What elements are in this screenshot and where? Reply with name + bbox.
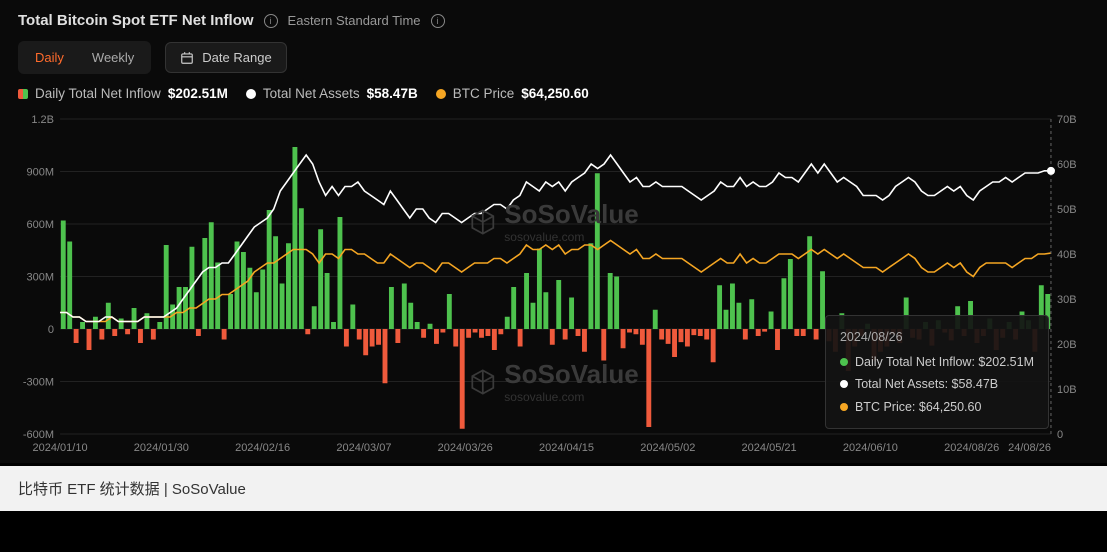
svg-text:2024/01/10: 2024/01/10 (32, 442, 87, 454)
dot-icon (840, 358, 848, 366)
svg-text:0: 0 (48, 324, 54, 336)
legend-inflow: Daily Total Net Inflow $202.51M (18, 86, 228, 101)
btc-marker (436, 89, 446, 99)
chart-tooltip: 2024/08/26 Daily Total Net Inflow: $202.… (825, 315, 1049, 429)
controls-row: Daily Weekly Date Range (18, 41, 1089, 74)
svg-text:-600M: -600M (23, 429, 54, 441)
svg-text:300M: 300M (26, 272, 54, 284)
tab-weekly[interactable]: Weekly (78, 44, 148, 71)
svg-text:60B: 60B (1057, 159, 1077, 171)
svg-text:70B: 70B (1057, 114, 1077, 126)
svg-text:50B: 50B (1057, 204, 1077, 216)
svg-text:2024/05/02: 2024/05/02 (640, 442, 695, 454)
legend-btc-label: BTC Price (453, 86, 515, 101)
svg-text:1.2B: 1.2B (31, 114, 54, 126)
tooltip-row-assets: Total Net Assets: $58.47B (840, 373, 1034, 396)
svg-text:10B: 10B (1057, 384, 1077, 396)
page-caption: 比特币 ETF 统计数据 | SoSoValue (0, 463, 1107, 511)
timezone-label: Eastern Standard Time (288, 13, 421, 28)
chart-title: Total Bitcoin Spot ETF Net Inflow (18, 12, 254, 29)
svg-text:600M: 600M (26, 219, 54, 231)
tooltip-date: 2024/08/26 (840, 326, 1034, 349)
svg-text:-300M: -300M (23, 377, 54, 389)
legend-assets-label: Total Net Assets (263, 86, 360, 101)
tooltip-row-btc: BTC Price: $64,250.60 (840, 396, 1034, 419)
legend-inflow-label: Daily Total Net Inflow (35, 86, 161, 101)
svg-text:20B: 20B (1057, 339, 1077, 351)
legend-row: Daily Total Net Inflow $202.51M Total Ne… (18, 86, 1089, 101)
chart-panel: Total Bitcoin Spot ETF Net Inflow i East… (0, 0, 1107, 463)
svg-text:2024/01/30: 2024/01/30 (134, 442, 189, 454)
svg-text:2024/08/26: 2024/08/26 (944, 442, 999, 454)
svg-text:0: 0 (1057, 429, 1063, 441)
svg-text:900M: 900M (26, 167, 54, 179)
period-tabs: Daily Weekly (18, 41, 151, 74)
calendar-icon (180, 51, 194, 65)
svg-text:30B: 30B (1057, 294, 1077, 306)
svg-text:2024/03/26: 2024/03/26 (438, 442, 493, 454)
legend-btc: BTC Price $64,250.60 (436, 86, 589, 101)
svg-text:24/08/26: 24/08/26 (1008, 442, 1051, 454)
svg-text:2024/03/07: 2024/03/07 (336, 442, 391, 454)
legend-inflow-value: $202.51M (168, 86, 228, 101)
svg-text:40B: 40B (1057, 249, 1077, 261)
title-row: Total Bitcoin Spot ETF Net Inflow i East… (18, 12, 1089, 29)
dot-icon (840, 380, 848, 388)
svg-text:2024/04/15: 2024/04/15 (539, 442, 594, 454)
svg-text:2024/05/21: 2024/05/21 (742, 442, 797, 454)
date-range-label: Date Range (202, 50, 271, 65)
tooltip-row-inflow: Daily Total Net Inflow: $202.51M (840, 351, 1034, 374)
inflow-marker (18, 89, 28, 99)
dot-icon (840, 403, 848, 411)
date-range-button[interactable]: Date Range (165, 42, 286, 73)
tab-daily[interactable]: Daily (21, 44, 78, 71)
svg-text:2024/06/10: 2024/06/10 (843, 442, 898, 454)
assets-marker (246, 89, 256, 99)
info-icon[interactable]: i (431, 14, 445, 28)
info-icon[interactable]: i (264, 14, 278, 28)
legend-assets-value: $58.47B (367, 86, 418, 101)
svg-text:2024/02/16: 2024/02/16 (235, 442, 290, 454)
legend-btc-value: $64,250.60 (521, 86, 589, 101)
legend-assets: Total Net Assets $58.47B (246, 86, 418, 101)
chart-area[interactable]: -600M -300M 0 300M 600M 900M 1.2B 0 10B 20B 30B 40B… (18, 109, 1089, 459)
